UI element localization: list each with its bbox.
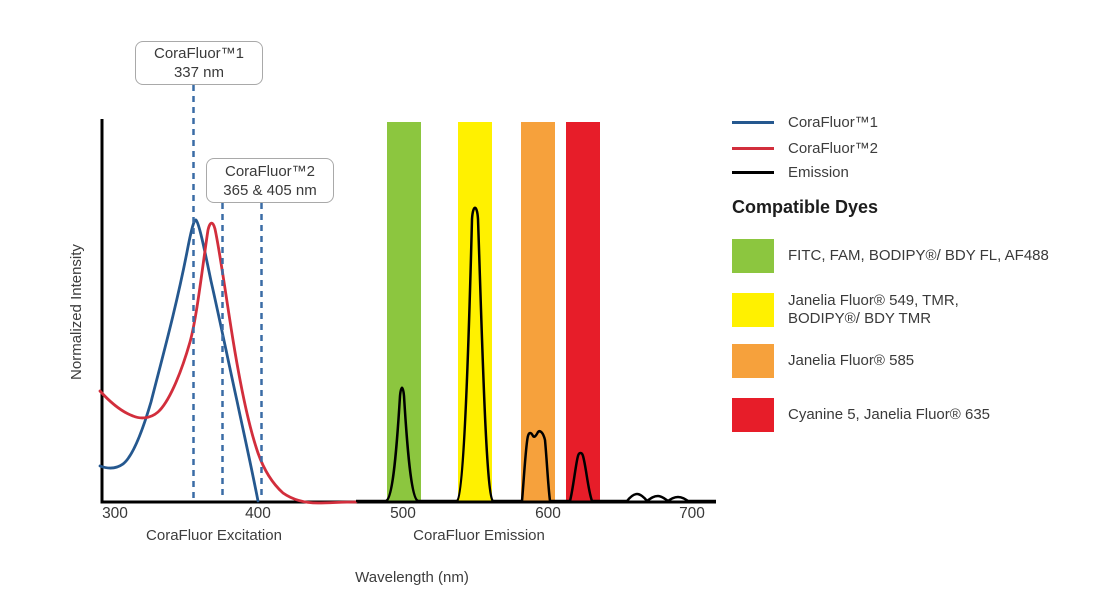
legend-label: CoraFluor™2 bbox=[788, 139, 879, 157]
dye-label-line1: Janelia Fluor® 585 bbox=[788, 352, 915, 369]
callout-corafluor1-337nm: CoraFluor™1 337 nm bbox=[135, 41, 263, 85]
callout-value: 337 nm bbox=[173, 64, 225, 81]
dye-label-line1: Janelia Fluor® 549, TMR, bbox=[788, 292, 959, 309]
dye-label: Janelia Fluor® 585 bbox=[788, 352, 914, 370]
x-tick-500: 500 bbox=[390, 505, 416, 522]
curve-corafluor1-excitation bbox=[98, 218, 260, 503]
compatible-dyes-heading: Compatible Dyes bbox=[732, 197, 879, 217]
dye-label: Janelia Fluor® 549, TMR, BODIPY®/ BDY TM… bbox=[788, 292, 959, 328]
x-tick-300: 300 bbox=[102, 505, 128, 522]
legend-row-corafluor1: CoraFluor™1 bbox=[732, 112, 878, 132]
dye-swatch-orange bbox=[732, 344, 774, 378]
legend-row-emission: Emission bbox=[732, 162, 849, 182]
legend-label: Emission bbox=[788, 163, 849, 181]
dye-label-line2: BODIPY®/ BDY TMR bbox=[788, 310, 932, 327]
x-tick-600: 600 bbox=[535, 505, 561, 522]
callout-title: CoraFluor™2 bbox=[224, 162, 316, 180]
dye-row-yellow: Janelia Fluor® 549, TMR, BODIPY®/ BDY TM… bbox=[732, 292, 959, 328]
curve-emission bbox=[356, 206, 716, 503]
band-green-fitc bbox=[387, 122, 421, 502]
legend-line-red bbox=[732, 146, 774, 150]
band-red-cy5 bbox=[566, 122, 600, 502]
dye-row-red: Cyanine 5, Janelia Fluor® 635 bbox=[732, 398, 990, 432]
dye-swatch-red bbox=[732, 398, 774, 432]
legend-label: CoraFluor™1 bbox=[788, 113, 879, 131]
section-label-excitation: CoraFluor Excitation bbox=[146, 527, 282, 544]
callout-title: CoraFluor™1 bbox=[153, 45, 245, 62]
legend-line-blue bbox=[732, 120, 774, 124]
dye-swatch-yellow bbox=[732, 293, 774, 327]
dye-swatch-green bbox=[732, 239, 774, 273]
dye-row-green: FITC, FAM, BODIPY®/ BDY FL, AF488 bbox=[732, 239, 1049, 273]
x-tick-400: 400 bbox=[245, 505, 271, 522]
callout-value: 365 & 405 nm bbox=[223, 181, 317, 199]
x-tick-700: 700 bbox=[679, 505, 705, 522]
dye-label: FITC, FAM, BODIPY®/ BDY FL, AF488 bbox=[788, 247, 1049, 265]
curve-corafluor2-excitation bbox=[98, 221, 358, 505]
legend-line-black bbox=[732, 170, 774, 174]
y-axis-title: Normalized Intensity bbox=[68, 244, 85, 380]
x-axis-title: Wavelength (nm) bbox=[355, 569, 469, 586]
dye-row-orange: Janelia Fluor® 585 bbox=[732, 344, 914, 378]
dye-label-line1: FITC, FAM, BODIPY®/ BDY FL, AF488 bbox=[788, 247, 1049, 264]
section-label-emission: CoraFluor Emission bbox=[413, 527, 545, 544]
dye-label-line1: Cyanine 5, Janelia Fluor® 635 bbox=[788, 406, 991, 423]
callout-corafluor2-365-405nm: CoraFluor™2 365 & 405 nm bbox=[206, 158, 334, 203]
dye-label: Cyanine 5, Janelia Fluor® 635 bbox=[788, 406, 990, 424]
legend-row-corafluor2: CoraFluor™2 bbox=[732, 138, 878, 158]
